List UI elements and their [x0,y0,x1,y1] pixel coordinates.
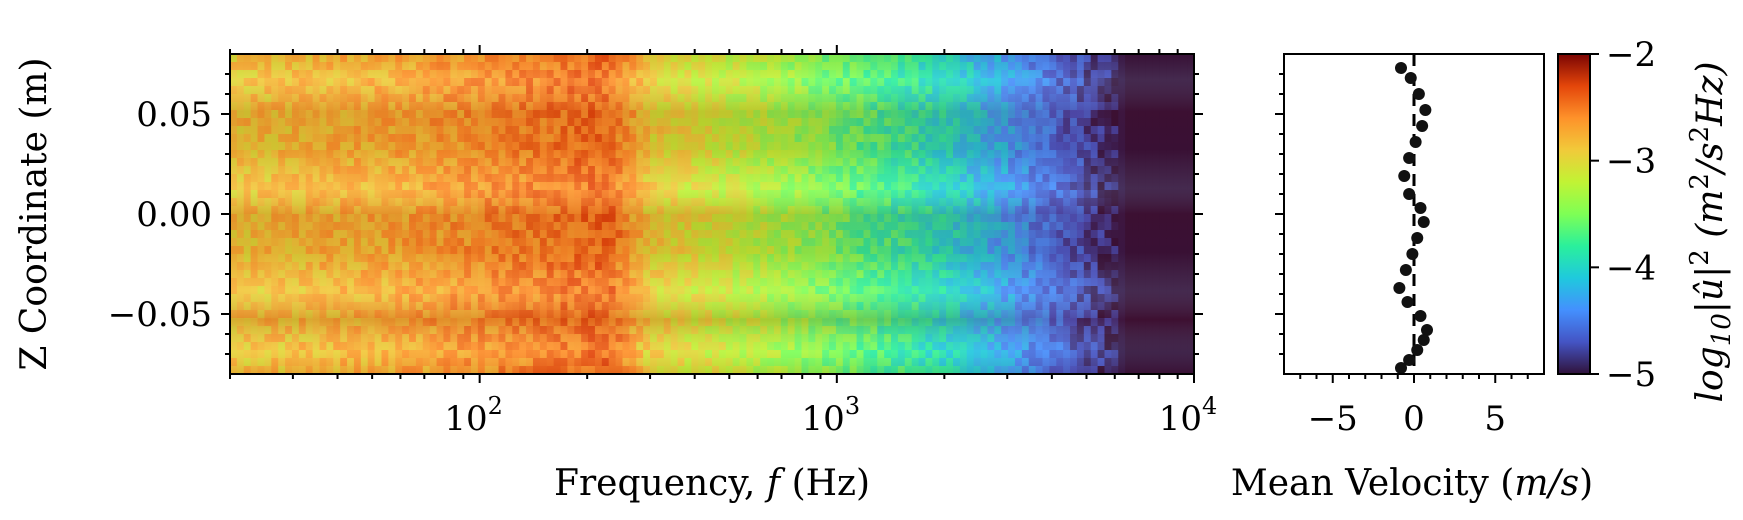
spectrum-heatmap-panel: 102 103 104 0.050.00−0.05 Frequency, f (Hz… [14,45,1217,504]
